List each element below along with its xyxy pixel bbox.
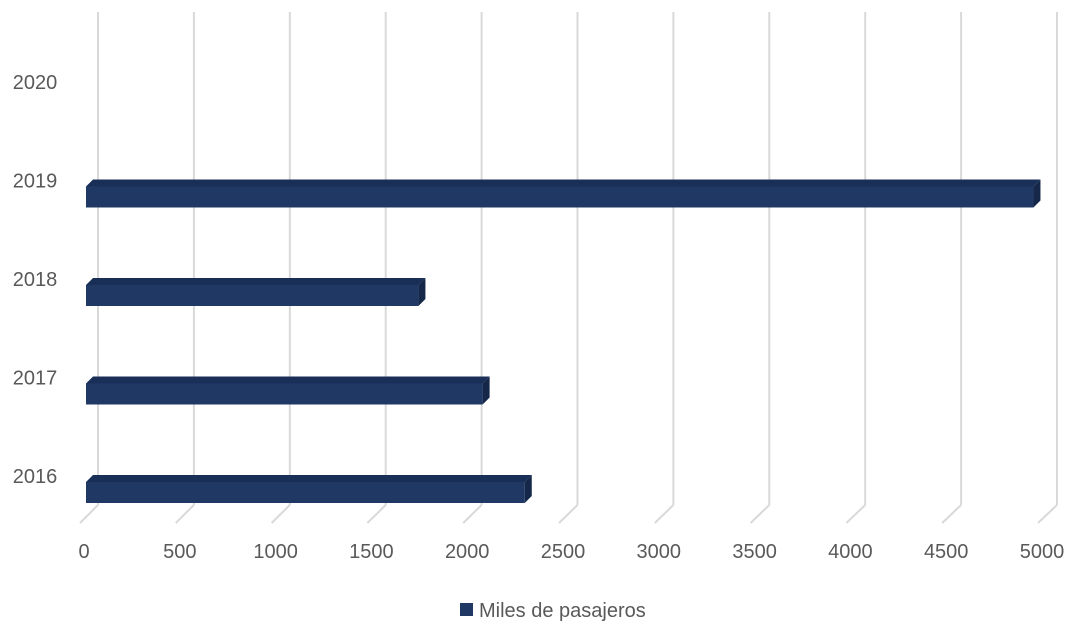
x-tick-label: 1000 xyxy=(253,541,298,563)
bar-front xyxy=(86,482,525,503)
y-tick-label: 2019 xyxy=(13,171,58,193)
x-tick-label: 3000 xyxy=(637,541,682,563)
gridline-floor xyxy=(462,504,483,524)
legend-swatch xyxy=(460,603,473,616)
gridline-floor xyxy=(270,504,291,524)
bar xyxy=(86,278,426,306)
gridline-floor xyxy=(749,504,770,524)
bar xyxy=(86,475,532,503)
bar-top xyxy=(86,179,1041,187)
x-tick-label: 4000 xyxy=(828,541,873,563)
x-tick-label: 1500 xyxy=(349,541,394,563)
gridline-floor xyxy=(175,504,195,524)
bar xyxy=(86,376,490,405)
bar-side xyxy=(418,278,426,306)
x-tick-label: 5000 xyxy=(1020,541,1065,563)
bar-side xyxy=(1033,179,1041,208)
bar-side xyxy=(524,475,532,503)
x-tick-label: 4500 xyxy=(924,541,969,563)
gridline-floor xyxy=(1037,504,1058,524)
y-tick-label: 2017 xyxy=(13,368,58,390)
x-tick-label: 2500 xyxy=(541,541,586,563)
bars xyxy=(86,179,1041,503)
gridline-floor xyxy=(366,504,387,524)
gridline-floor xyxy=(558,504,579,524)
bar-top xyxy=(86,278,426,285)
x-tick-label: 500 xyxy=(163,541,196,563)
bar xyxy=(86,179,1041,208)
gridline-floor xyxy=(654,504,675,524)
bar-side xyxy=(482,376,490,405)
legend-label: Miles de pasajeros xyxy=(479,600,646,622)
gridline-floor xyxy=(79,504,99,524)
bar-front xyxy=(86,186,1034,208)
x-axis-ticks: 0 500 1000 1500 2000 2500 3000 3500 4000 4500 5000 xyxy=(78,541,1064,563)
y-tick-label: 2016 xyxy=(13,466,58,488)
gridlines xyxy=(79,12,1058,524)
y-tick-label: 2018 xyxy=(13,269,58,291)
gridline-floor xyxy=(941,504,962,524)
bar-front xyxy=(86,285,419,306)
x-tick-label: 0 xyxy=(78,541,89,563)
gridline-floor xyxy=(845,504,866,524)
bar-top xyxy=(86,376,490,384)
y-tick-label: 2020 xyxy=(13,72,58,94)
bar-front xyxy=(86,383,483,405)
x-tick-label: 2000 xyxy=(445,541,490,563)
y-axis-ticks: 2016 2017 2018 2019 2020 xyxy=(13,72,58,488)
bar-top xyxy=(86,475,532,482)
legend: Miles de pasajeros xyxy=(460,600,646,622)
x-tick-label: 3500 xyxy=(732,541,777,563)
